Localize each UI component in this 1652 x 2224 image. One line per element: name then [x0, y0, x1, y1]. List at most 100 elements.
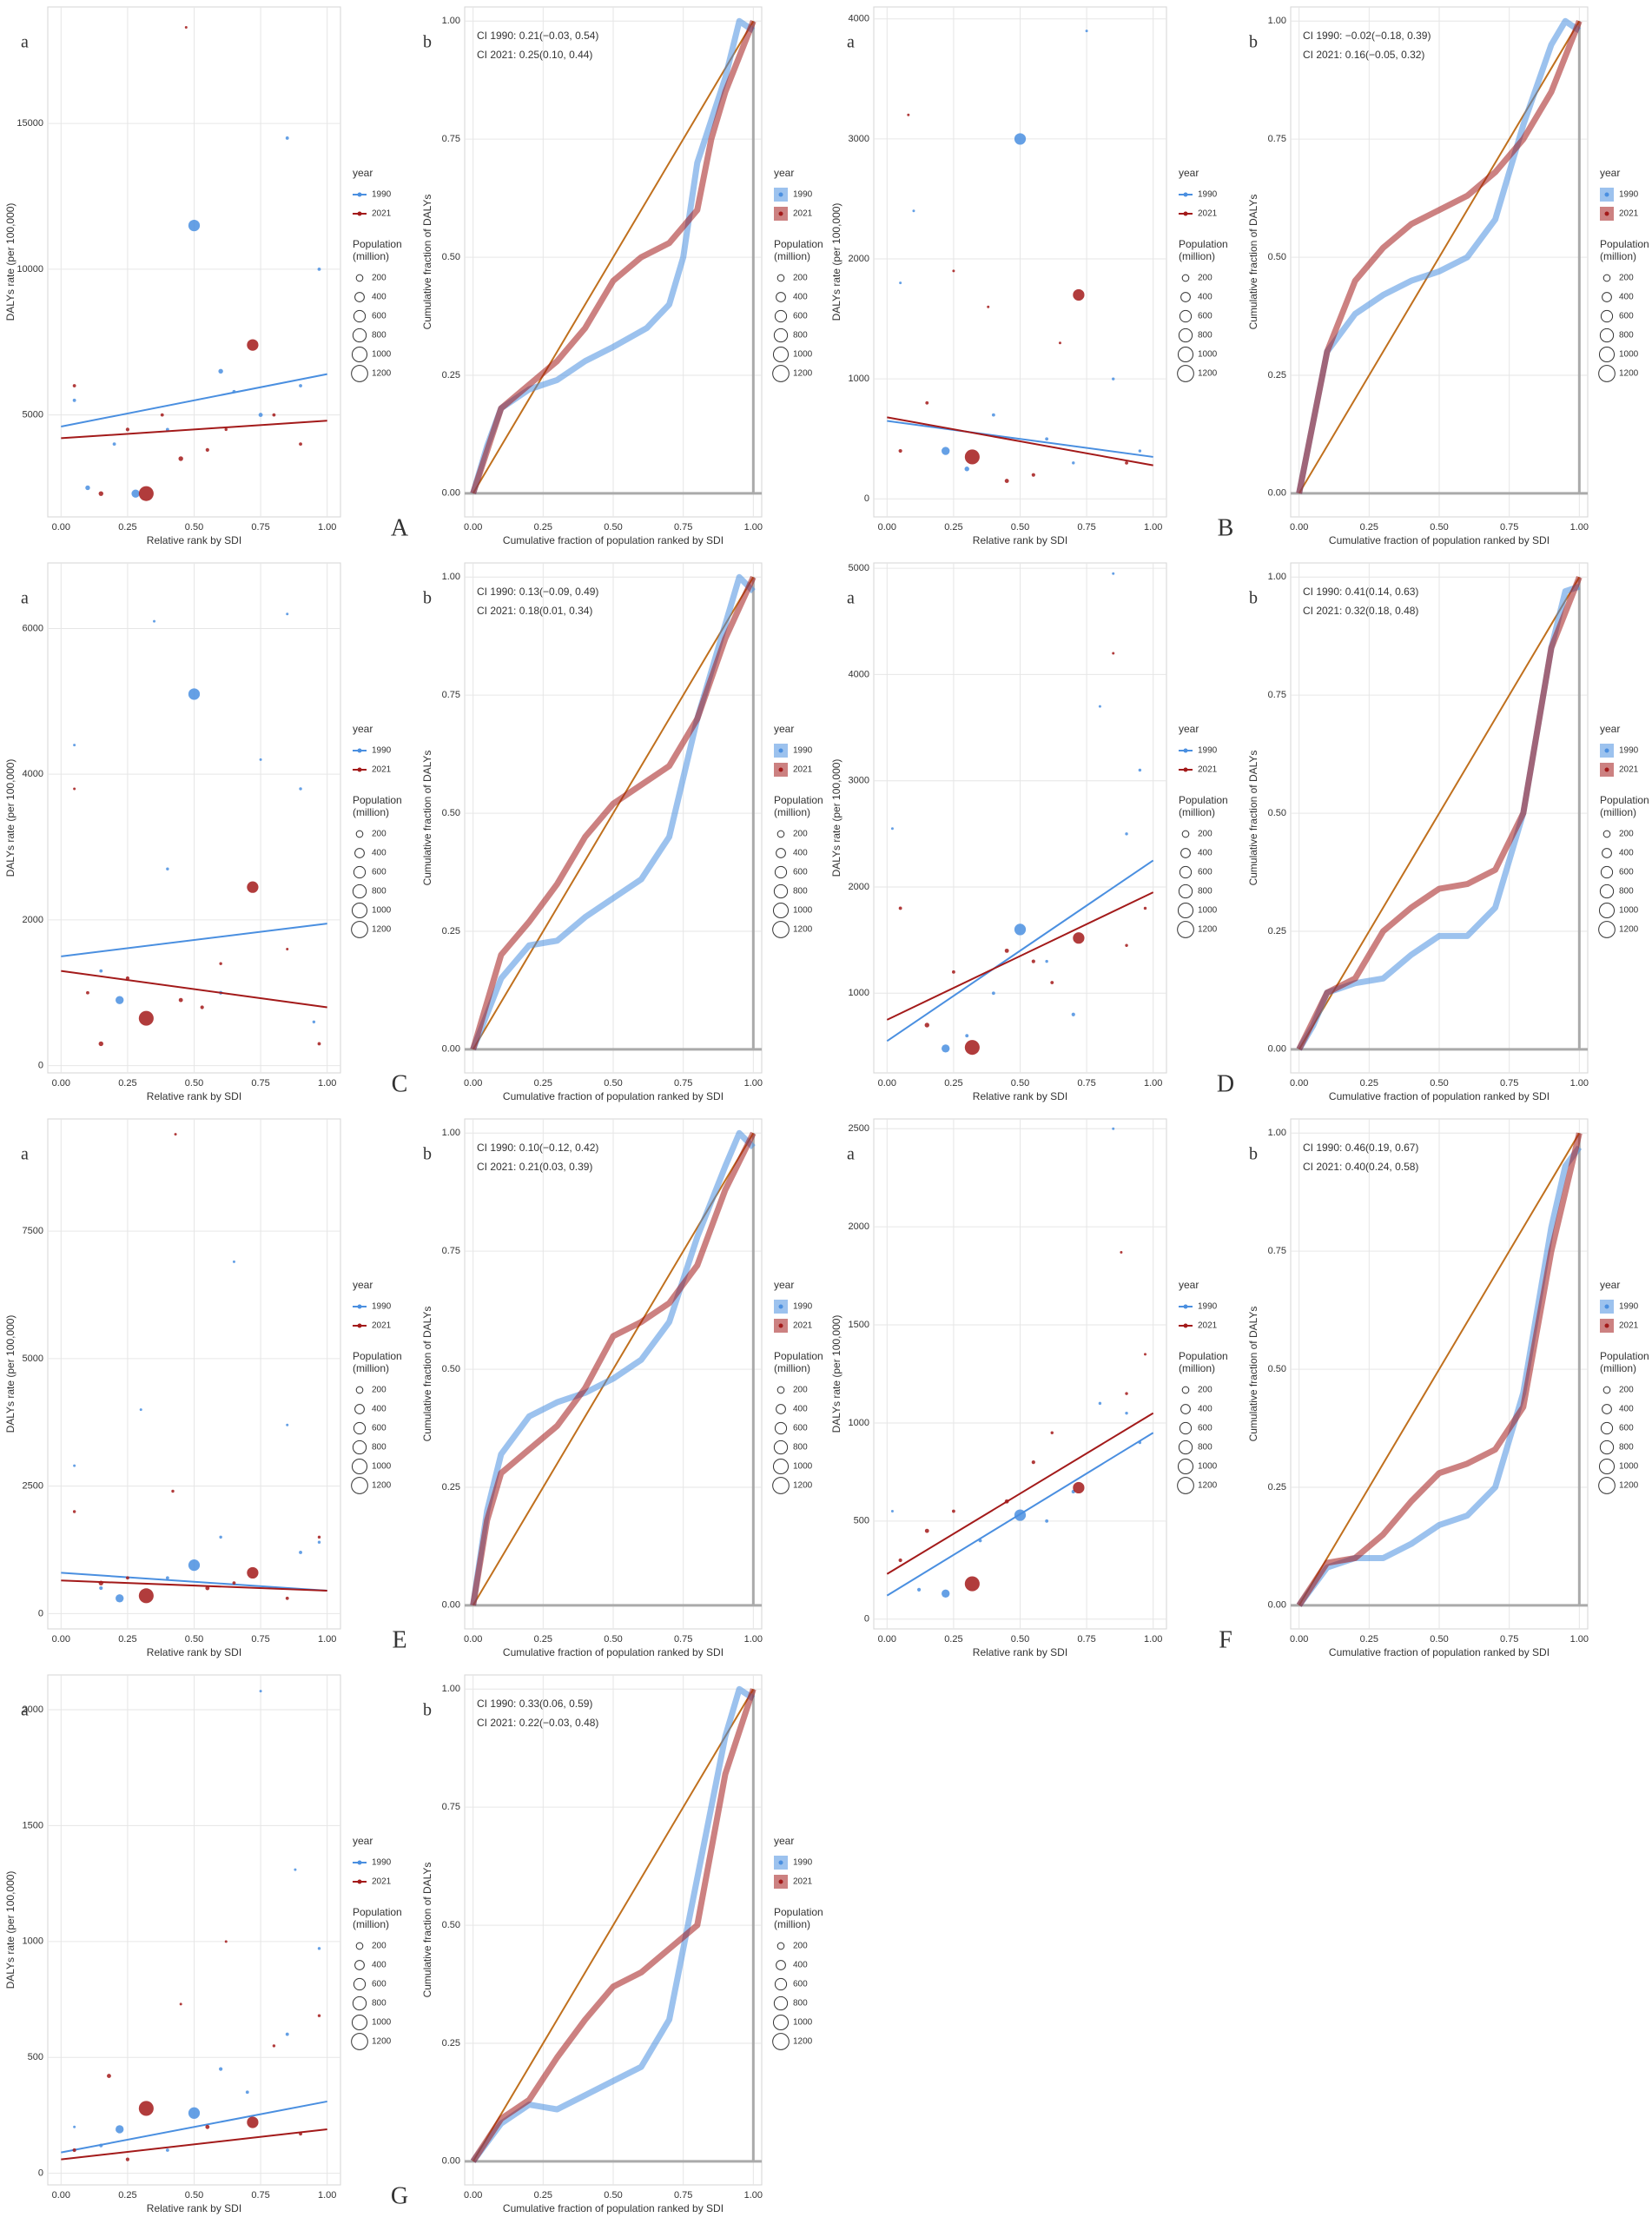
legend-label: 2021: [372, 765, 392, 775]
y-tick-label: 0.25: [1268, 370, 1286, 381]
size-legend-key: [1602, 274, 1611, 282]
y-axis-title: DALYs rate (per 100,000): [4, 759, 17, 877]
data-point: [232, 1260, 235, 1263]
size-legend-label: 600: [372, 312, 387, 321]
y-axis-title: Cumulative fraction of DALYs: [421, 195, 433, 330]
data-point: [286, 1423, 289, 1426]
panel-label: b: [1249, 33, 1258, 52]
size-legend-key: [1602, 830, 1611, 838]
ci-annotation: CI 1990: 0.13(−0.09, 0.49): [477, 586, 598, 598]
equality-line: [1298, 576, 1581, 1050]
x-tick-label: 0.50: [185, 522, 203, 533]
x-tick-label: 0.50: [185, 1078, 203, 1089]
legend-label: 1990: [793, 1302, 813, 1312]
size-legend-label: 1200: [1619, 925, 1639, 935]
data-point: [987, 305, 990, 308]
figure-label: A: [391, 514, 409, 541]
data-point: [245, 2090, 249, 2095]
size-legend-title: (million): [774, 806, 810, 818]
y-axis-title: Cumulative fraction of DALYs: [1247, 1307, 1259, 1442]
size-legend-key: [351, 1477, 368, 1494]
size-legend-label: 1000: [1619, 350, 1639, 360]
data-point: [1050, 981, 1054, 984]
x-tick-label: 0.50: [1011, 1078, 1029, 1089]
data-point: [951, 970, 955, 974]
x-tick-label: 0.50: [1430, 1634, 1448, 1645]
size-legend-label: 800: [1198, 1443, 1213, 1453]
fit-line: [61, 2128, 327, 2161]
data-point: [72, 384, 76, 387]
size-legend-key: [772, 1458, 790, 1475]
data-point: [219, 962, 222, 965]
x-tick-label: 1.00: [744, 522, 763, 533]
size-legend-label: 400: [372, 1405, 387, 1414]
data-point: [951, 1509, 955, 1513]
fit-line: [61, 923, 327, 957]
size-legend-key: [351, 921, 368, 938]
data-point: [86, 990, 89, 995]
size-legend-title: (million): [353, 806, 389, 818]
ci-annotation: CI 1990: 0.21(−0.03, 0.54): [477, 30, 598, 42]
figure-label: E: [392, 1626, 406, 1653]
y-axis-title: DALYs rate (per 100,000): [4, 203, 17, 321]
x-tick-label: 0.50: [1430, 1078, 1448, 1089]
size-legend-key: [772, 346, 790, 363]
x-tick-label: 0.75: [674, 1078, 692, 1089]
size-legend-key: [352, 328, 367, 343]
y-tick-label: 0.75: [1268, 1246, 1286, 1256]
legend-label: 1990: [372, 1858, 392, 1868]
legend-title: year: [1600, 723, 1620, 735]
concentration-band: [470, 575, 757, 1050]
data-point: [107, 2074, 111, 2079]
data-point: [1045, 959, 1048, 963]
size-legend-key: [773, 1440, 789, 1455]
y-tick-label: 0.00: [442, 1044, 460, 1055]
size-legend-title: Population: [774, 238, 823, 250]
x-axis-title: Relative rank by SDI: [973, 534, 1067, 546]
y-tick-label: 0.50: [442, 1920, 460, 1930]
panel-label: b: [1249, 589, 1258, 608]
data-point: [166, 867, 169, 870]
size-legend-label: 600: [372, 1980, 387, 1989]
size-legend-label: 600: [1198, 868, 1213, 877]
size-legend-label: 200: [1198, 274, 1213, 283]
y-tick-label: 7500: [23, 1226, 43, 1236]
fit-line: [886, 1432, 1154, 1597]
panel-label: b: [423, 33, 432, 52]
x-axis-title: Relative rank by SDI: [973, 1090, 1067, 1102]
panel-label: a: [21, 589, 29, 608]
y-tick-label: 0.75: [442, 1246, 460, 1256]
size-legend-label: 1000: [1198, 906, 1218, 916]
y-tick-label: 2000: [849, 1221, 869, 1232]
size-legend-label: 1200: [1619, 1481, 1639, 1491]
concentration-band: [470, 1131, 757, 1606]
y-tick-label: 0.25: [1268, 1482, 1286, 1493]
size-legend-label: 800: [793, 887, 808, 897]
size-legend-label: 1000: [793, 906, 813, 916]
size-legend-label: 800: [1619, 1443, 1634, 1453]
size-legend-label: 600: [372, 868, 387, 877]
size-legend-key: [772, 921, 790, 938]
size-legend-key: [1180, 848, 1191, 858]
size-legend-key: [353, 1977, 367, 1991]
ci-annotation: CI 2021: 0.22(−0.03, 0.48): [477, 1717, 598, 1729]
size-legend-key: [776, 848, 786, 858]
fit-line: [61, 970, 327, 1009]
data-point: [286, 612, 289, 616]
y-axis-title: Cumulative fraction of DALYs: [1247, 195, 1259, 330]
size-legend-key: [353, 865, 367, 879]
size-legend-title: Population: [353, 1906, 402, 1918]
y-tick-label: 3000: [849, 134, 869, 144]
data-point: [890, 827, 894, 831]
y-tick-label: 0.50: [1268, 1364, 1286, 1374]
data-point: [259, 1690, 262, 1693]
legend-label: 1990: [372, 746, 392, 756]
legend-key-dot: [1604, 1323, 1609, 1328]
y-tick-label: 0.00: [1268, 1044, 1286, 1055]
y-tick-label: 1.00: [442, 16, 460, 26]
legend-title: year: [1179, 167, 1199, 179]
fit-line: [886, 891, 1154, 1021]
data-point: [125, 2157, 130, 2161]
size-legend-key: [774, 865, 788, 879]
